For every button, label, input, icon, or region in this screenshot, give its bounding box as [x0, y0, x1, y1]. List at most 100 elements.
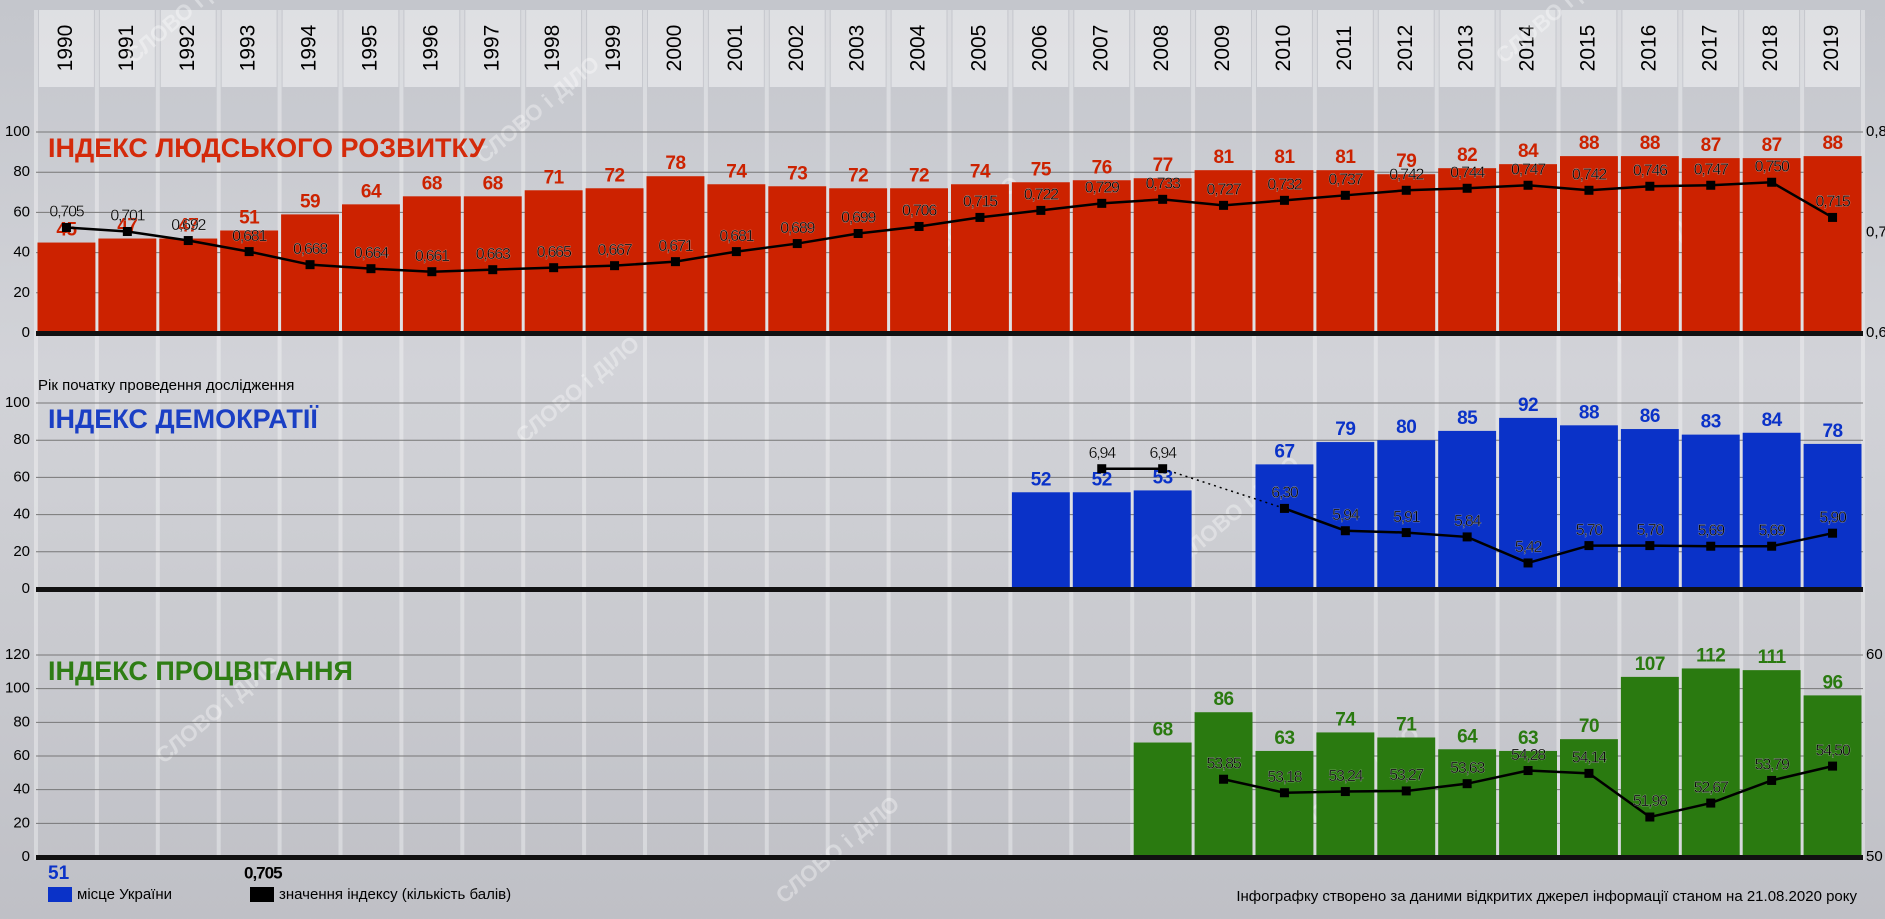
bar [1499, 164, 1557, 333]
bar-label: 111 [1758, 647, 1787, 668]
column-separator [338, 10, 343, 860]
legend-swatch [250, 887, 274, 902]
baseline [36, 331, 1863, 336]
bar [98, 238, 157, 333]
bar-label: 80 [1396, 417, 1416, 438]
index-marker [1828, 528, 1838, 538]
column-separator [1252, 10, 1256, 860]
index-label: 0,747 [1511, 161, 1546, 178]
legend-label: місце України [77, 886, 172, 903]
index-marker [1462, 183, 1472, 193]
bar [1011, 182, 1070, 333]
index-marker [1036, 205, 1046, 215]
column-separator [1800, 10, 1805, 860]
index-marker [1706, 180, 1716, 190]
bar [1133, 178, 1192, 333]
index-marker [1828, 212, 1838, 222]
index-marker [1219, 774, 1229, 784]
year-cell [1622, 10, 1678, 87]
year-cell [99, 10, 155, 87]
y-tick-label: 0 [22, 848, 30, 865]
bar [585, 188, 644, 333]
x-tick-label: 2016 [1637, 25, 1660, 72]
column-separator [582, 10, 587, 860]
index-marker [1767, 541, 1777, 551]
index-label: 0,715 [963, 194, 998, 211]
x-tick-label: 1995 [358, 25, 381, 72]
bar-label: 96 [1822, 672, 1842, 693]
bar-label: 88 [1822, 133, 1842, 154]
index-label: 0,699 [841, 210, 876, 227]
y-tick-label: 60 [13, 468, 30, 485]
bar [1255, 750, 1314, 857]
year-cell [526, 10, 582, 87]
year-cell [160, 10, 216, 87]
year-cell [1135, 10, 1191, 87]
index-marker [427, 267, 437, 277]
index-marker [1767, 177, 1777, 187]
index-label: 0,729 [1085, 180, 1120, 197]
index-marker [914, 221, 924, 231]
bar [1316, 442, 1375, 589]
index-label: 6,30 [1271, 485, 1299, 502]
index-marker [1279, 195, 1289, 205]
index-marker [1645, 181, 1655, 191]
footer: Інфографку створено за даними відкритих … [1236, 888, 1857, 905]
index-marker [61, 222, 71, 232]
x-tick-label: 1990 [54, 25, 77, 72]
index-label: 0,701 [110, 208, 145, 225]
index-marker [975, 212, 985, 222]
bar [1681, 668, 1740, 857]
year-cell [1744, 10, 1800, 87]
index-label: 5,42 [1515, 539, 1543, 556]
year-cell [1257, 10, 1312, 87]
x-tick-label: 1991 [115, 25, 138, 72]
y-tick-label: 20 [13, 543, 30, 560]
bar [829, 188, 888, 333]
index-marker [1340, 787, 1350, 797]
year-cell [1500, 10, 1556, 87]
y-tick-label: 0 [22, 580, 30, 597]
bar-label: 88 [1579, 402, 1599, 423]
column-separator [1434, 10, 1439, 860]
index-marker [1158, 464, 1168, 474]
index-marker [1401, 185, 1411, 195]
index-label: 0,668 [293, 241, 328, 258]
x-tick-label: 1992 [176, 25, 199, 72]
column-separator [521, 10, 526, 860]
index-marker [1340, 526, 1350, 536]
bar-label: 47 [178, 216, 198, 237]
index-label: 5,84 [1454, 513, 1482, 530]
index-label: 0,727 [1207, 182, 1242, 199]
x-tick-label: 2007 [1089, 25, 1112, 72]
index-label: 0,705 [49, 204, 84, 221]
column-separator [1678, 10, 1683, 860]
bar [646, 176, 705, 333]
bar-label: 70 [1579, 716, 1599, 737]
year-cell [404, 10, 460, 87]
bar [1255, 170, 1314, 333]
index-line [1101, 467, 1833, 565]
index-label: 0,661 [415, 248, 450, 265]
x-tick-label: 2000 [663, 25, 686, 72]
bar-label: 107 [1635, 654, 1665, 675]
x-tick-label: 1999 [602, 25, 625, 72]
legend-sample: 0,705 [244, 863, 282, 882]
bar [1560, 425, 1618, 589]
bar [159, 238, 218, 333]
index-label: 0,663 [476, 246, 511, 263]
bar [524, 190, 583, 333]
index-marker [1279, 788, 1289, 798]
year-cell [1317, 10, 1373, 87]
index-label: 0,715 [1816, 194, 1851, 211]
index-marker [670, 257, 680, 267]
column-separator [155, 10, 160, 860]
bar-label: 76 [1092, 157, 1112, 178]
index-marker [610, 261, 620, 271]
index-marker [1645, 812, 1655, 822]
index-label: 0,681 [232, 228, 267, 245]
year-cell [708, 10, 764, 87]
bar [1377, 737, 1436, 857]
bar [1803, 695, 1862, 857]
index-label: 5,69 [1758, 522, 1786, 539]
